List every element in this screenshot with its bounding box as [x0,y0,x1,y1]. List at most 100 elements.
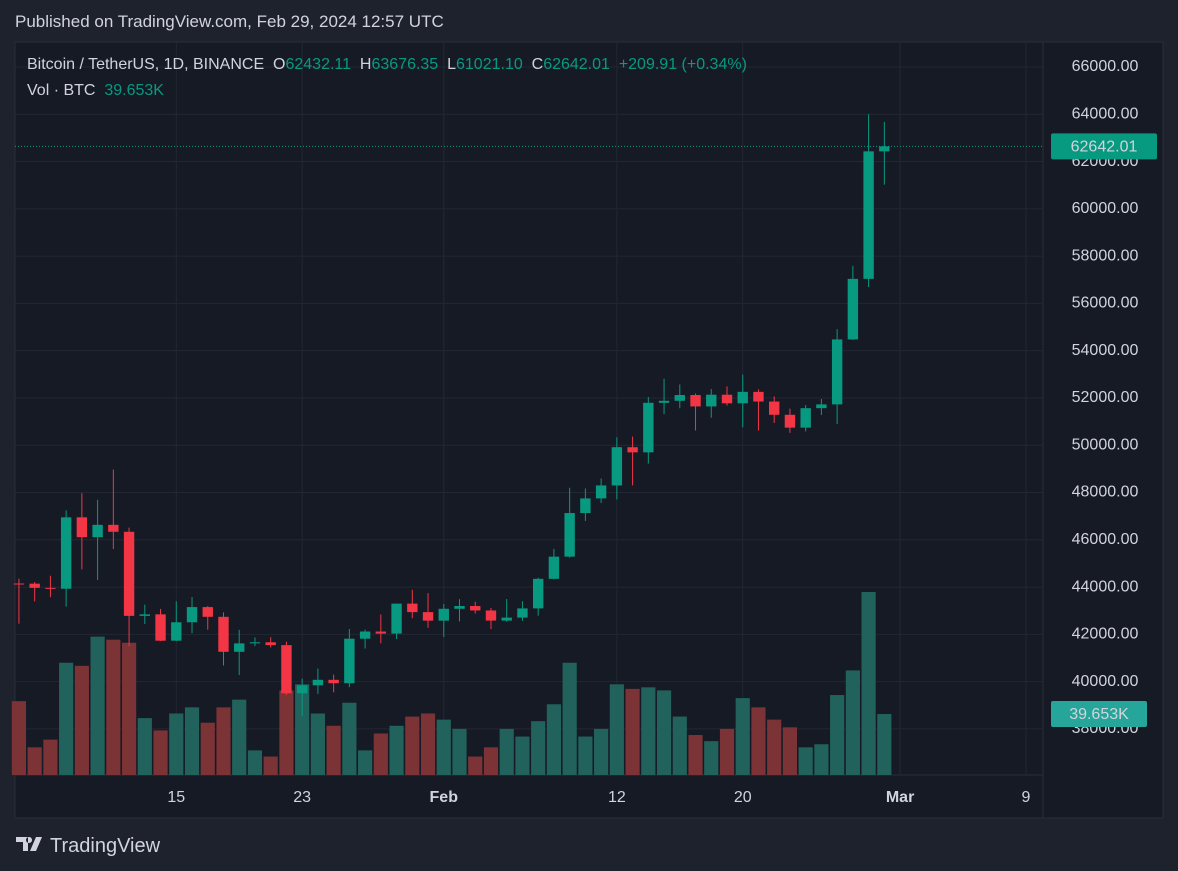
volume-bar [641,687,656,775]
volume-bar [531,721,546,775]
volume-bar [153,730,168,775]
candle-body [485,610,497,621]
volume-key: Vol · BTC [27,82,96,99]
volume-tag [1051,701,1147,728]
candle-body [13,583,25,585]
volume-bar [798,747,813,775]
x-tick-label: 12 [608,789,626,806]
volume-bar [594,728,609,775]
volume-bar [562,662,577,775]
high-value: 63676.35 [371,56,439,73]
candle-body [139,614,151,616]
volume-bar [452,728,467,775]
legend-ohlc: Bitcoin / TetherUS, 1D, BINANCE O62432.1… [27,56,747,74]
candle-body [249,642,261,644]
volume-bar [483,747,499,775]
candle-body [580,498,591,514]
low-key: L [447,56,456,73]
y-tick-label: 46000.00 [1072,531,1139,548]
logo-mark [16,837,42,851]
volume-bar [751,707,766,775]
candle-body [92,524,103,538]
candle-body [737,391,748,404]
volume-bar [216,707,231,775]
candle-body [863,151,874,279]
grid [15,42,1043,775]
change: +209.91 (+0.34%) [618,56,747,73]
volume-bar [656,690,672,775]
y-tick-label: 54000.00 [1072,342,1139,359]
x-tick-label: 9 [1022,789,1031,806]
x-tick-label: Mar [886,789,914,806]
candle-body [674,395,685,401]
volume-bar [11,701,27,775]
y-tick-label: 60000.00 [1072,200,1139,217]
low-value: 61021.10 [456,56,523,73]
candle-body [564,513,575,557]
volume-bar [719,728,735,775]
volume-bar [877,714,892,775]
candle-body [123,531,135,616]
volume-bar [672,716,687,775]
x-tick-label: 23 [293,789,311,806]
volume-bar [861,592,876,775]
candle-body [407,603,418,613]
candle-body [517,608,528,618]
legend-volume: Vol · BTC 39.653K [27,82,164,100]
candle-body [879,146,890,152]
y-tick-label: 52000.00 [1072,389,1139,406]
candle-body [532,578,544,609]
volume-bar [358,750,373,775]
volume-bar [342,702,357,775]
volume-bar [499,728,514,775]
volume-value: 39.653K [104,82,164,99]
candle-body [643,402,654,453]
last-price-tag [1051,133,1157,160]
candle-body [60,517,72,589]
last-price-label: 62642.01 [1071,139,1138,156]
axes: 38000.0040000.0042000.0044000.0046000.00… [167,58,1157,806]
volume-bar [232,699,247,775]
candle-body [784,414,796,428]
y-tick-label: 66000.00 [1072,58,1139,75]
candle-body [470,605,481,611]
y-tick-label: 44000.00 [1072,578,1139,595]
candle-body [422,612,434,621]
candle-body [454,605,465,609]
volume-bar [263,756,278,775]
high-key: H [359,56,372,73]
volume-bar [326,725,341,775]
volume-bar [200,722,215,775]
candle-body [800,408,811,428]
candle-body [753,391,764,402]
x-tick-label: Feb [430,789,459,806]
candle-body [706,394,717,407]
volume-bar [609,684,624,775]
symbol: Bitcoin / TetherUS, 1D, BINANCE [27,56,265,73]
candle-body [312,679,324,686]
open-key: O [273,56,286,73]
candle-body [658,400,670,403]
chart-pane [14,41,1164,819]
volume-bar [27,747,42,775]
y-tick-label: 58000.00 [1072,247,1139,264]
published-note: Published on TradingView.com, Feb 29, 20… [15,12,444,31]
candle-body [816,404,827,409]
volume-bar [704,741,719,775]
candle-body [108,524,119,532]
candle-body [234,643,245,652]
volume-bar [420,713,436,775]
y-tick-label: 56000.00 [1072,295,1139,312]
volume-bar [735,698,750,775]
candle-body [847,278,859,340]
y-tick-label: 40000.00 [1072,673,1139,690]
candle-body [281,645,292,694]
marks [11,114,1043,775]
volume-bar [436,719,451,775]
volume-bar [782,727,798,775]
volume-bar [688,735,703,775]
volume-bar [814,744,829,775]
volume-tag-label: 39.653K [1069,706,1129,723]
volume-bar [389,725,404,775]
